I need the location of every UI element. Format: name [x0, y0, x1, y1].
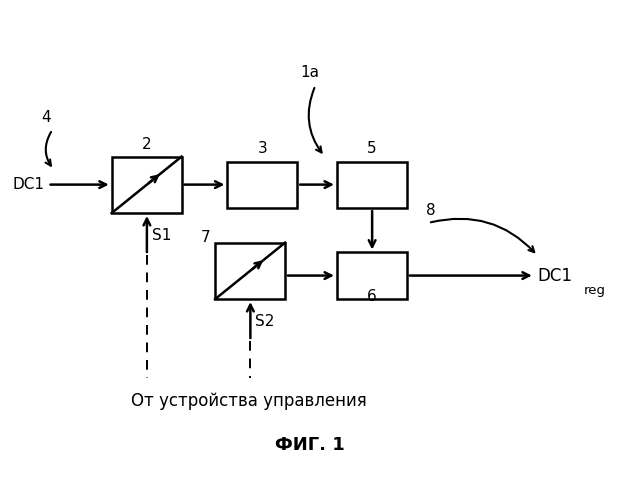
Text: S2: S2 — [255, 314, 274, 329]
Bar — [227, 162, 297, 208]
Text: 6: 6 — [367, 289, 377, 304]
Text: DC1: DC1 — [538, 266, 573, 284]
Text: 3: 3 — [258, 140, 268, 156]
Bar — [337, 162, 407, 208]
FancyArrowPatch shape — [46, 132, 51, 166]
Text: reg: reg — [583, 284, 606, 298]
FancyArrowPatch shape — [309, 88, 321, 152]
Text: 2: 2 — [142, 136, 151, 152]
Text: От устройства управления: От устройства управления — [130, 392, 366, 410]
Bar — [112, 156, 182, 213]
Text: 7: 7 — [201, 230, 211, 245]
Bar — [337, 252, 407, 299]
Bar — [215, 242, 285, 299]
Text: 1a: 1a — [300, 66, 319, 80]
Text: 4: 4 — [41, 110, 51, 124]
Text: 5: 5 — [367, 140, 377, 156]
Text: DC1: DC1 — [12, 177, 44, 192]
FancyArrowPatch shape — [431, 219, 534, 252]
Text: 8: 8 — [426, 203, 436, 218]
Text: S1: S1 — [152, 228, 171, 243]
Text: ФИГ. 1: ФИГ. 1 — [274, 436, 344, 454]
